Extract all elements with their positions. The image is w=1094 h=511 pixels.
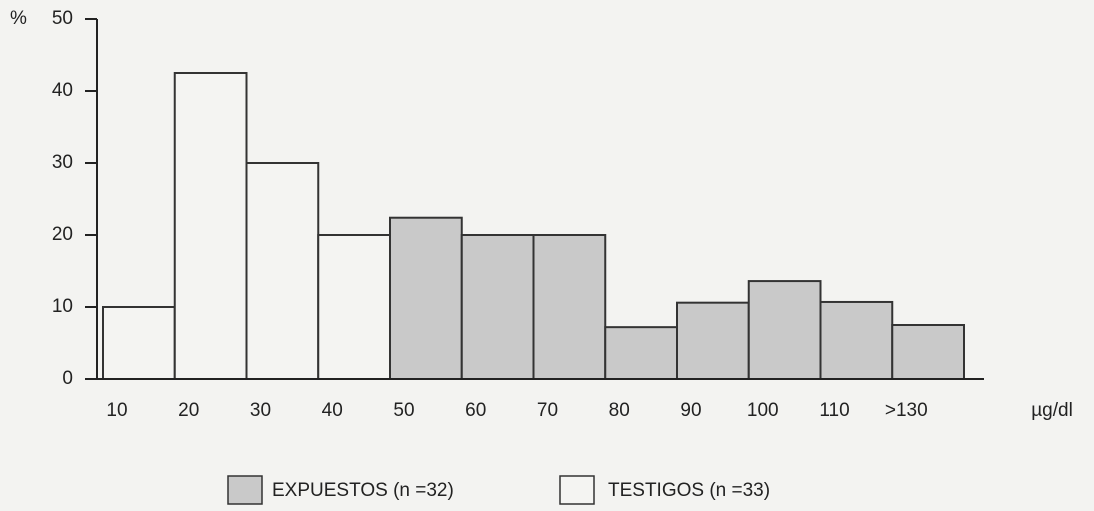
y-tick-label: 30 — [52, 152, 73, 173]
bar — [605, 327, 677, 379]
x-tick-label: 60 — [465, 400, 486, 421]
x-tick-label: 90 — [680, 400, 701, 421]
bar — [175, 73, 247, 379]
x-tick-label: 100 — [747, 400, 779, 421]
x-tick-label: 40 — [322, 400, 343, 421]
bar — [892, 325, 964, 379]
bar — [462, 235, 534, 379]
bar — [821, 302, 893, 379]
x-tick-label: 70 — [537, 400, 558, 421]
bar — [390, 218, 462, 379]
y-tick-label: 0 — [62, 368, 73, 389]
y-tick-label: 40 — [52, 80, 73, 101]
x-tick-label: 30 — [250, 400, 271, 421]
x-tick-label: 20 — [178, 400, 199, 421]
y-axis-label: % — [10, 8, 27, 29]
x-tick-label: 50 — [393, 400, 414, 421]
bar — [677, 303, 749, 379]
y-tick-label: 10 — [52, 296, 73, 317]
bar — [534, 235, 606, 379]
chart: % µg/dl 0 10 20 30 40 50 10 20 30 40 50 60 70 80 90 100… — [0, 0, 1094, 511]
legend-swatch — [228, 476, 262, 504]
x-tick-label: 10 — [106, 400, 127, 421]
bar — [749, 281, 821, 379]
bar — [247, 163, 319, 379]
x-axis-label: µg/dl — [1031, 400, 1073, 421]
legend-label: TESTIGOS (n =33) — [608, 480, 770, 501]
x-tick-label: 80 — [609, 400, 630, 421]
x-tick-label: >130 — [885, 400, 928, 421]
y-tick-label: 50 — [52, 8, 73, 29]
y-tick-label: 20 — [52, 224, 73, 245]
legend-label: EXPUESTOS (n =32) — [272, 480, 454, 501]
legend-swatch — [560, 476, 594, 504]
bar — [318, 235, 390, 379]
bar — [103, 307, 175, 379]
x-tick-label: 110 — [819, 400, 849, 421]
